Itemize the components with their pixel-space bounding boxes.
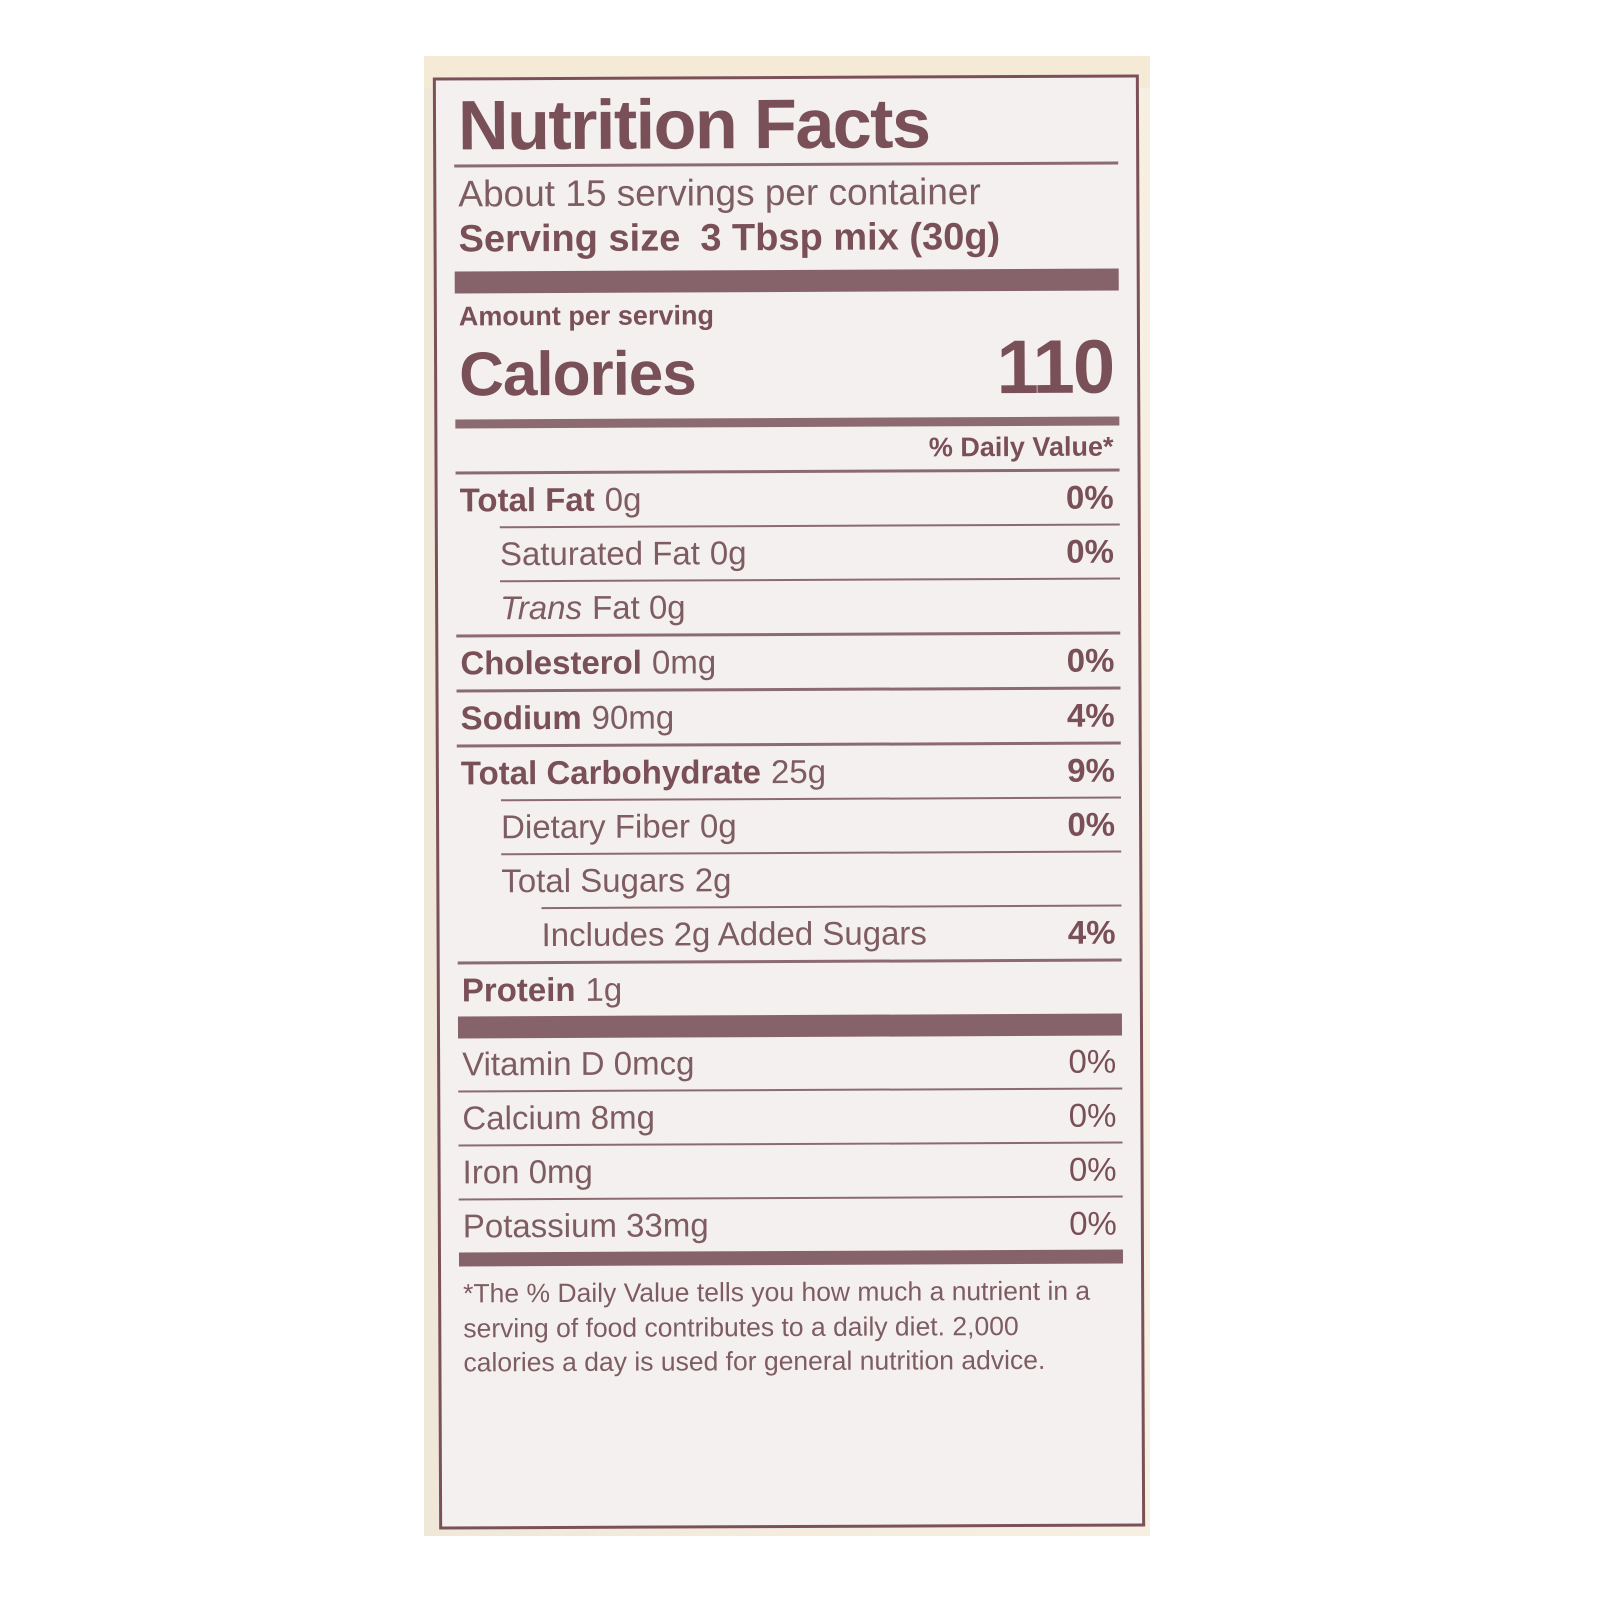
- calories-value: 110: [996, 324, 1114, 411]
- nutrient-dv: 9%: [1067, 751, 1115, 790]
- nutrient-amount: 90mg: [591, 698, 675, 737]
- nutrient-name-cell: Protein 1g: [462, 971, 623, 1010]
- micronutrient-row-iron: Iron 0mg 0%: [459, 1144, 1123, 1199]
- nutrient-row-total-fat: Total Fat 0g 0%: [456, 472, 1120, 527]
- nutrient-name-cell: Sodium 90mg: [461, 699, 675, 738]
- nutrient-row-protein: Protein 1g: [458, 962, 1122, 1017]
- nutrient-row-added-sugars: Includes 2g Added Sugars 4%: [457, 907, 1121, 962]
- nutrient-name: Cholesterol: [460, 643, 643, 682]
- micronutrient-dv: 0%: [1068, 1042, 1117, 1081]
- nutrient-row-sodium: Sodium 90mg 4%: [457, 690, 1121, 745]
- nutrient-name: Trans: [500, 589, 583, 627]
- divider-bar-above-micronutrients: [457, 1013, 1123, 1039]
- nutrient-row-trans-fat: Trans Fat 0g: [456, 580, 1120, 635]
- calories-row: Calories 110: [455, 324, 1119, 414]
- nutrient-row-cholesterol: Cholesterol 0mg 0%: [456, 635, 1120, 690]
- nutrient-name-cell: Dietary Fiber 0g: [501, 807, 737, 846]
- serving-size-value: 3 Tbsp mix (30g): [700, 215, 1001, 259]
- micronutrient-row-potassium: Potassium 33mg 0%: [459, 1198, 1123, 1253]
- nutrient-name: Sodium: [460, 699, 582, 737]
- micronutrient-name: Iron 0mg: [462, 1153, 593, 1191]
- nutrient-dv: 0%: [1066, 532, 1114, 571]
- nutrient-row-dietary-fiber: Dietary Fiber 0g 0%: [457, 799, 1121, 854]
- nutrient-name-cell: Total Carbohydrate 25g: [461, 753, 826, 793]
- nutrient-dv: 0%: [1067, 805, 1116, 844]
- daily-value-footnote: *The % Daily Value tells you how much a …: [463, 1275, 1091, 1378]
- nutrient-dv: 0%: [1066, 641, 1115, 680]
- nutrient-amount: 0g: [604, 480, 642, 519]
- nutrient-amount: 0g: [699, 807, 737, 845]
- micronutrient-dv: 0%: [1068, 1096, 1117, 1135]
- micronutrient-row-calcium: Calcium 8mg 0%: [458, 1090, 1122, 1145]
- nutrient-amount: Fat 0g: [591, 588, 686, 627]
- nutrient-name: Includes 2g Added Sugars: [541, 914, 927, 954]
- nutrient-amount: 2g: [694, 861, 732, 899]
- nutrient-name: Total Carbohydrate: [460, 753, 762, 792]
- calories-label: Calories: [458, 339, 696, 410]
- nutrient-name: Saturated Fat: [499, 534, 700, 573]
- nutrient-name-cell: Cholesterol 0mg: [460, 644, 716, 683]
- micronutrient-name: Calcium 8mg: [462, 1098, 656, 1137]
- nutrient-amount: 0g: [709, 534, 747, 572]
- micronutrient-name: Vitamin D 0mcg: [462, 1044, 695, 1083]
- nutrient-dv: 4%: [1067, 913, 1116, 952]
- divider-bar-above-calories: [454, 268, 1119, 294]
- micronutrient-dv: 0%: [1069, 1204, 1117, 1243]
- nutrient-row-total-carbohydrate: Total Carbohydrate 25g 9%: [457, 745, 1121, 800]
- micronutrient-name: Potassium 33mg: [462, 1206, 709, 1245]
- nutrition-facts-panel: Nutrition Facts About 15 servings per co…: [432, 74, 1146, 1530]
- nutrient-name-cell: Total Fat 0g: [460, 481, 642, 520]
- serving-size-label: Serving size: [458, 217, 681, 260]
- nutrient-dv: 0%: [1065, 478, 1114, 517]
- nutrient-amount: 0mg: [651, 643, 717, 681]
- nutrient-name: Total Sugars: [501, 861, 685, 900]
- nutrient-name: Total Fat: [459, 481, 595, 519]
- nutrient-amount: 25g: [770, 753, 827, 791]
- nutrient-dv: 4%: [1066, 696, 1115, 735]
- nutrient-row-saturated-fat: Saturated Fat 0g 0%: [456, 526, 1120, 581]
- nutrient-name-cell: Includes 2g Added Sugars: [541, 915, 926, 955]
- nutrient-name-cell: Total Sugars 2g: [501, 861, 731, 900]
- nutrient-amount: 1g: [585, 970, 623, 1009]
- nutrient-row-total-sugars: Total Sugars 2g: [457, 853, 1121, 908]
- daily-value-header: % Daily Value*: [928, 431, 1114, 463]
- page-title: Nutrition Facts: [457, 84, 930, 165]
- servings-per-container: About 15 servings per container: [458, 171, 981, 215]
- nutrient-name-cell: Saturated Fat 0g: [500, 534, 747, 573]
- nutrient-name: Dietary Fiber: [501, 807, 691, 846]
- nutrient-name-cell: Trans Fat 0g: [500, 589, 686, 628]
- serving-size-line: Serving size 3 Tbsp mix (30g): [458, 215, 1118, 262]
- nutrient-name: Protein: [461, 971, 576, 1009]
- micronutrient-row-vitamin-d: Vitamin D 0mcg 0%: [458, 1036, 1122, 1091]
- micronutrient-dv: 0%: [1068, 1150, 1117, 1189]
